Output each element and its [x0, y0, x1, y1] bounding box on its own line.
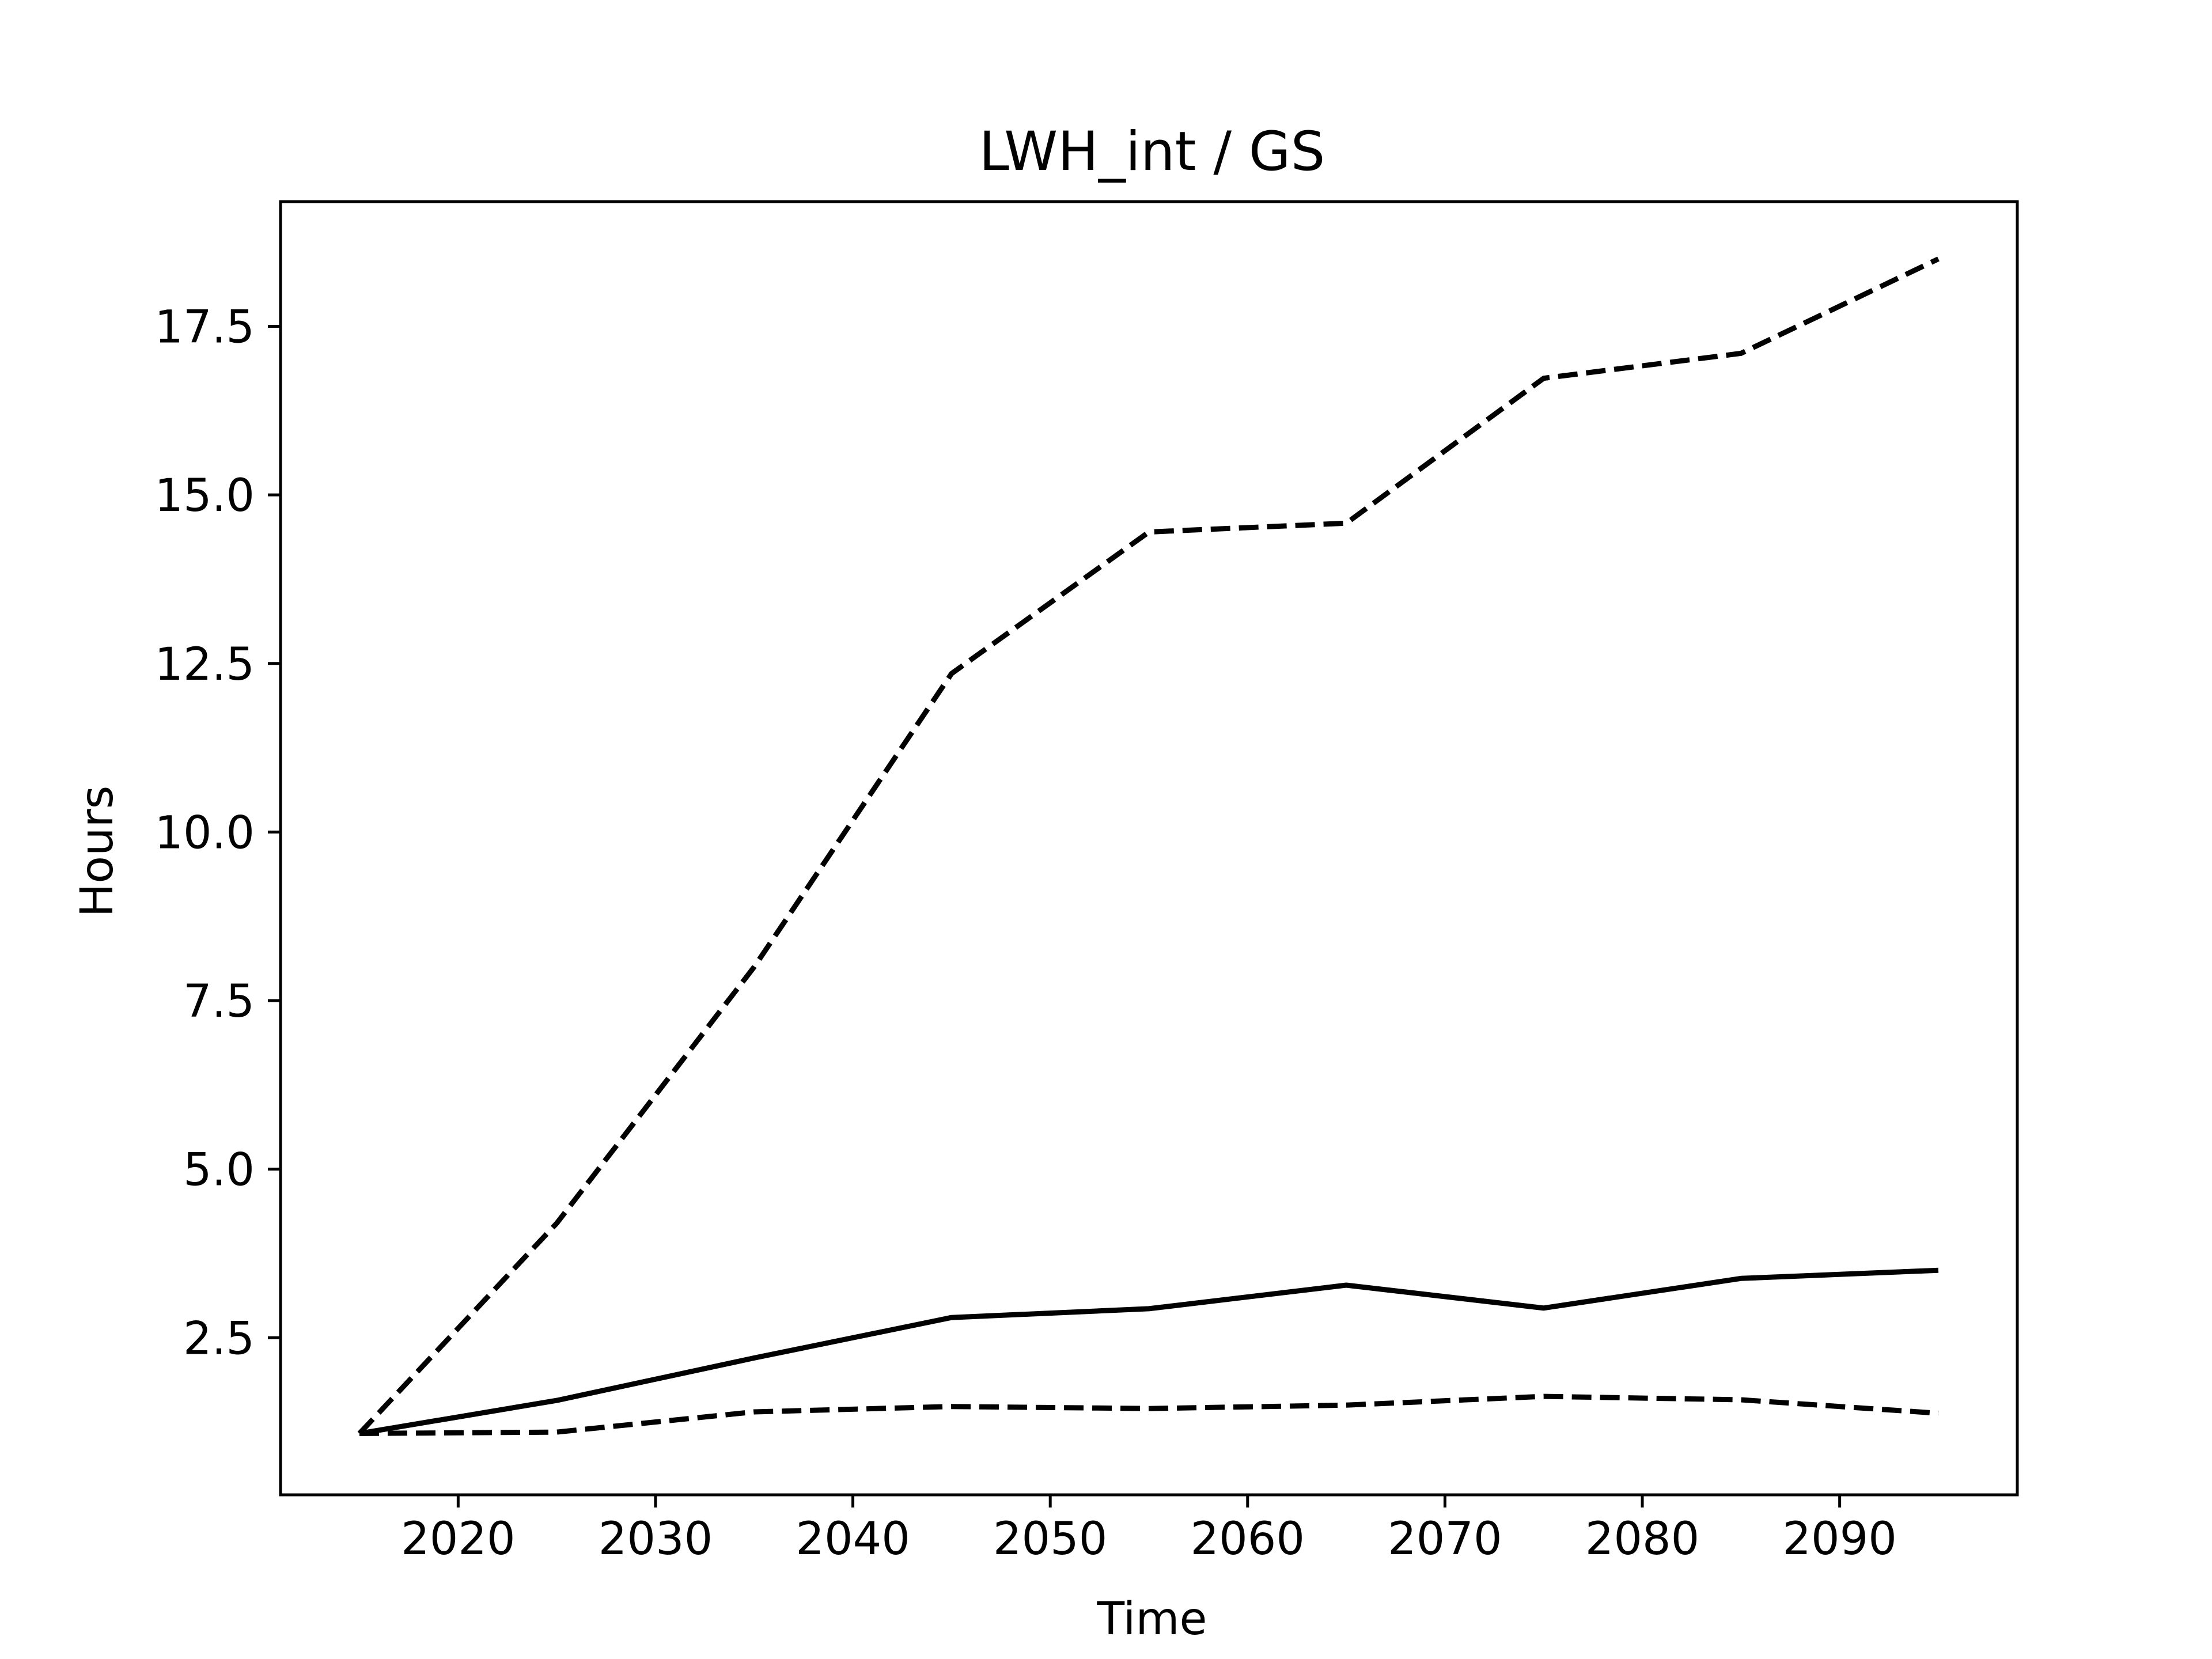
x-tick-label: 2050	[993, 1513, 1108, 1565]
x-tick-label: 2040	[796, 1513, 910, 1565]
plot-frame	[279, 200, 2019, 1497]
x-tick-label: 2080	[1585, 1513, 1700, 1565]
y-tick-label: 12.5	[154, 639, 255, 691]
series-line-1	[357, 256, 1940, 1435]
y-tick-label: 10.0	[154, 807, 255, 859]
y-tick-label: 5.0	[183, 1145, 255, 1196]
series-line-3	[359, 1393, 1939, 1436]
series-line-2	[359, 1267, 1939, 1436]
x-tick-label: 2060	[1191, 1513, 1305, 1565]
x-axis-label: Time	[1097, 1593, 1207, 1645]
y-tick-label: 7.5	[183, 976, 255, 1028]
x-tick-label: 2030	[599, 1513, 713, 1565]
x-axis: 2020 2030 2040 2050 2060 2070 2080 2090	[401, 1495, 1897, 1565]
y-tick-label: 17.5	[154, 302, 255, 354]
y-tick-label: 2.5	[183, 1313, 255, 1365]
plot-area	[279, 200, 2019, 1497]
x-tick-label: 2020	[401, 1513, 516, 1565]
chart-title: LWH_int / GS	[979, 120, 1325, 183]
y-axis: 2.5 5.0 7.5 10.0 12.5 15.0 17.5	[154, 302, 281, 1365]
series-layer	[357, 256, 1940, 1436]
y-axis-label: Hours	[71, 786, 123, 918]
x-tick-label: 2070	[1388, 1513, 1502, 1565]
y-tick-label: 15.0	[154, 470, 255, 522]
x-tick-label: 2090	[1782, 1513, 1897, 1565]
